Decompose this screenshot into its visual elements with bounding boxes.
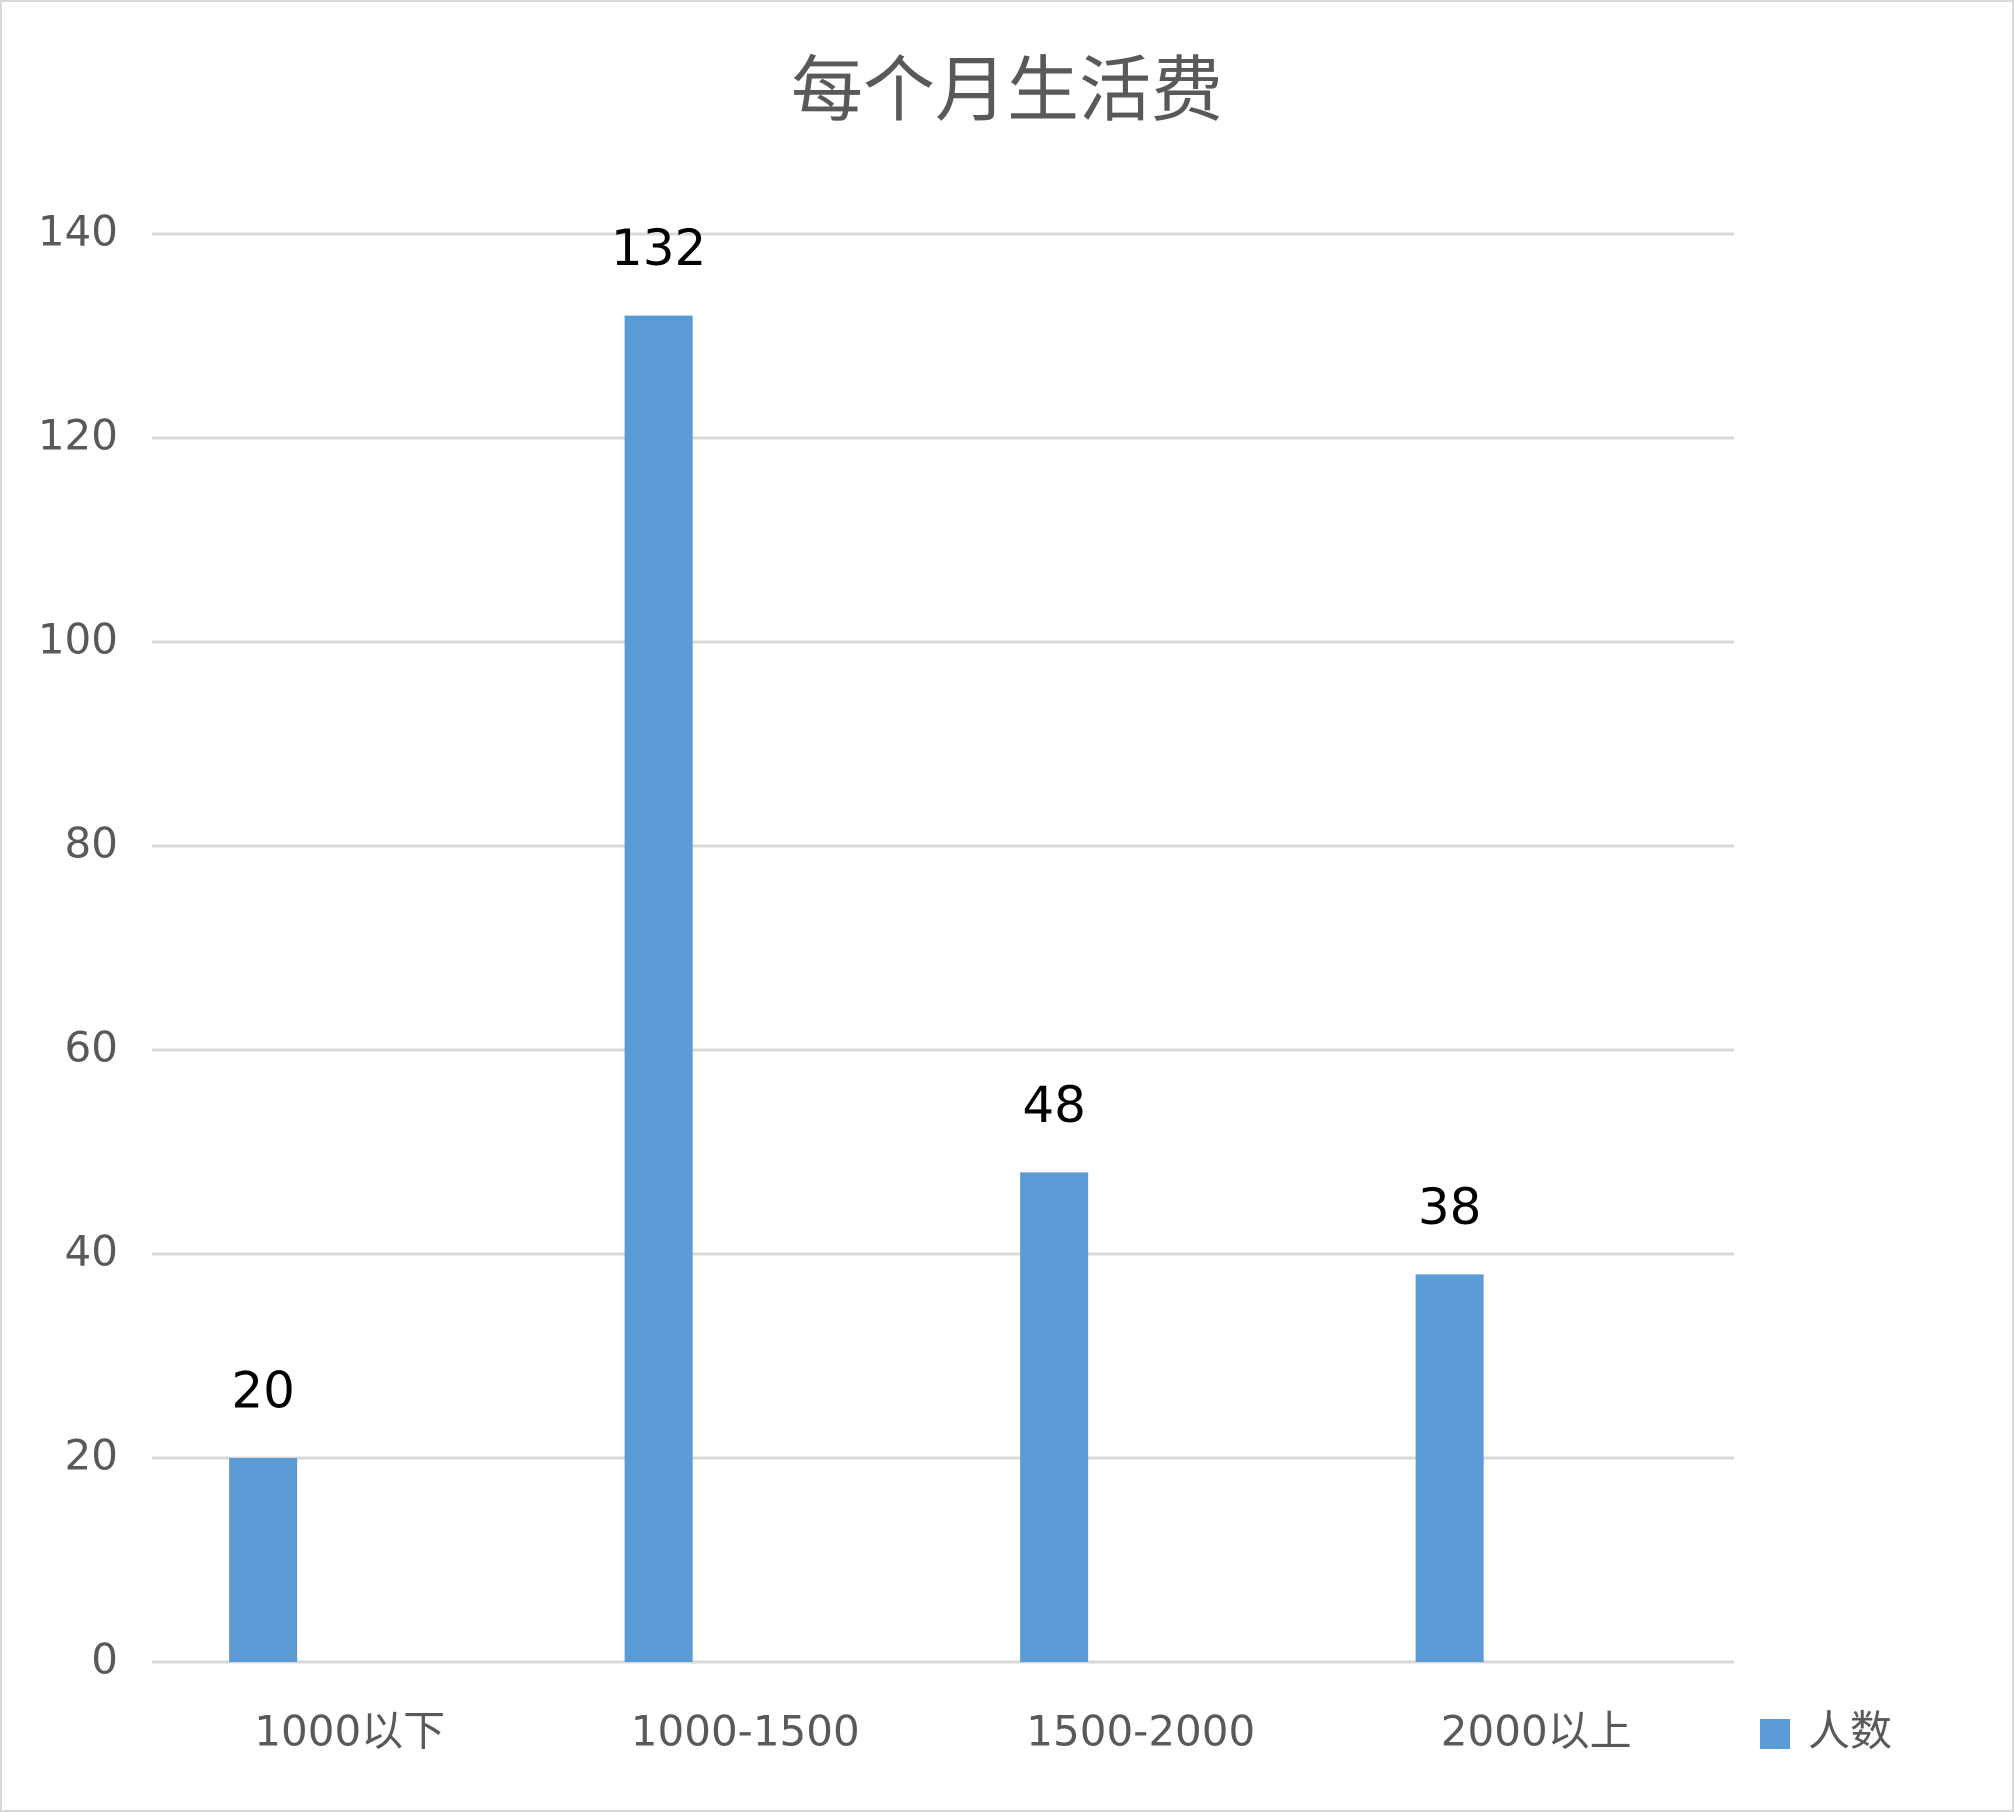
y-tick-label: 140 [38,207,118,256]
data-label: 20 [231,1362,295,1420]
data-label: 132 [611,219,706,277]
data-label: 38 [1418,1178,1482,1236]
y-tick-label: 100 [38,615,118,664]
bar [229,1458,298,1662]
chart-title: 每个月生活费 [791,48,1223,132]
data-label: 48 [1022,1076,1086,1134]
legend-swatch [1760,1719,1790,1749]
legend-label: 人数 [1808,1707,1892,1756]
x-tick-label: 1000-1500 [631,1707,860,1756]
bar [624,315,693,1663]
x-tick-label: 1500-2000 [1026,1707,1255,1756]
y-tick-label: 20 [65,1431,118,1480]
y-tick-label: 80 [65,819,118,868]
y-tick-label: 60 [65,1023,118,1072]
y-tick-label: 40 [65,1227,118,1276]
bar [1415,1274,1484,1662]
y-tick-label: 0 [91,1635,118,1684]
x-tick-label: 1000以下 [254,1707,445,1756]
bar [1020,1172,1089,1662]
x-tick-label: 2000以上 [1441,1707,1632,1756]
y-tick-label: 120 [38,411,118,460]
